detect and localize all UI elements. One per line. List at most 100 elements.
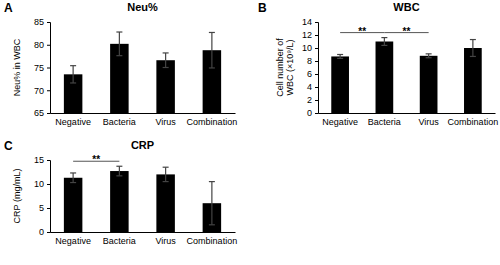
panel: 051015NegativeBacteriaVirusCombinationCR… [4, 139, 237, 246]
bar [331, 56, 349, 113]
error-stem [165, 167, 166, 181]
plot-area [64, 166, 221, 232]
tick-label: 80 [34, 40, 44, 50]
error-cap [116, 55, 122, 56]
tick-label: 8 [307, 56, 312, 66]
tick-label: 65 [34, 108, 44, 118]
tick-label: 6 [307, 69, 312, 79]
tick-label: 15 [34, 155, 44, 165]
bar [464, 48, 482, 113]
panel: 02468101214NegativeBacteriaVirusCombinat… [258, 1, 498, 127]
significance-label: ** [403, 26, 411, 37]
tick: 0 [39, 227, 50, 237]
figure: 6570758085NegativeBacteriaVirusCombinati… [0, 0, 500, 265]
tick-mark [315, 22, 318, 23]
tick-mark [315, 61, 318, 62]
tick-label: 75 [34, 63, 44, 73]
significance-label: ** [358, 26, 366, 37]
error-bar [426, 54, 432, 58]
tick: 65 [34, 108, 50, 118]
plot-area [64, 32, 221, 113]
error-cap [70, 182, 76, 183]
tick-label: Bacteria [368, 117, 401, 127]
x-axis: NegativeBacteriaVirusCombination [51, 233, 238, 247]
bar [420, 56, 438, 113]
y-axis: 02468101214 [302, 17, 319, 118]
error-stem [119, 166, 120, 176]
tick-mark [47, 184, 50, 185]
tick-mark [47, 160, 50, 161]
error-bar [337, 55, 343, 59]
tick: Combination [187, 117, 238, 127]
tick-label: 0 [307, 108, 312, 118]
y-axis: 0 5 10 15 [34, 155, 51, 237]
tick-label: 14 [302, 17, 312, 27]
tick: Virus [418, 117, 439, 127]
tick: Negative [55, 236, 91, 246]
title: WBC [393, 1, 419, 13]
tick-mark [315, 100, 318, 101]
tick-label: Combination [187, 117, 238, 127]
error-bar [381, 38, 387, 46]
error-stem [165, 53, 166, 68]
tick-mark [315, 74, 318, 75]
tick: 10 [302, 43, 318, 53]
tick-mark [315, 48, 318, 49]
axis-line [319, 113, 496, 114]
tick-mark [315, 35, 318, 36]
bar [156, 60, 175, 113]
tick: Negative [322, 117, 358, 127]
tick: Virus [155, 236, 176, 246]
tick-label: 10 [302, 43, 312, 53]
tick-label: 5 [39, 203, 44, 213]
axis-line [51, 232, 236, 233]
error-cap [426, 53, 432, 54]
error-cap [163, 67, 169, 68]
tick-label: Virus [155, 117, 176, 127]
bar [64, 178, 83, 232]
error-cap [163, 181, 169, 182]
panel: 6570758085NegativeBacteriaVirusCombinati… [4, 1, 237, 127]
tick-mark [315, 113, 318, 114]
error-cap [209, 67, 215, 68]
y-axis-title-line: WBC (×10⁹/L) [285, 39, 295, 95]
tick-mark [315, 87, 318, 88]
tick-label: Negative [322, 117, 358, 127]
error-bar [209, 182, 215, 225]
plot-area [331, 38, 481, 113]
tick: 85 [34, 17, 50, 27]
error-stem [211, 182, 212, 225]
panel-letter: C [4, 139, 13, 153]
y-axis-title-line: Cell number of [275, 38, 285, 97]
error-cap [209, 181, 215, 182]
panel-letter: A [4, 1, 13, 15]
title: Neu% [127, 1, 158, 13]
error-cap [209, 32, 215, 33]
tick-label: 2 [307, 95, 312, 105]
error-bar [116, 166, 122, 176]
tick-mark [47, 45, 50, 46]
bar [110, 171, 129, 232]
panel-letter: B [258, 1, 267, 15]
error-stem [211, 32, 212, 67]
tick: Bacteria [103, 236, 136, 246]
tick-mark [47, 208, 50, 209]
tick-mark [47, 68, 50, 69]
error-bar [163, 167, 169, 181]
error-cap [116, 175, 122, 176]
axis-line [315, 23, 319, 114]
tick-mark [47, 113, 50, 114]
tick-label: Bacteria [103, 117, 136, 127]
tick-label: 12 [302, 30, 312, 40]
tick-label: 85 [34, 17, 44, 27]
error-cap [426, 57, 432, 58]
tick-label: Negative [55, 117, 91, 127]
error-cap [209, 224, 215, 225]
error-cap [381, 45, 387, 46]
error-cap [337, 58, 343, 59]
tick-label: Bacteria [103, 236, 136, 246]
significance-label: ** [92, 154, 100, 165]
bar [376, 42, 394, 114]
tick-label: 10 [34, 179, 44, 189]
tick-label: Negative [55, 236, 91, 246]
